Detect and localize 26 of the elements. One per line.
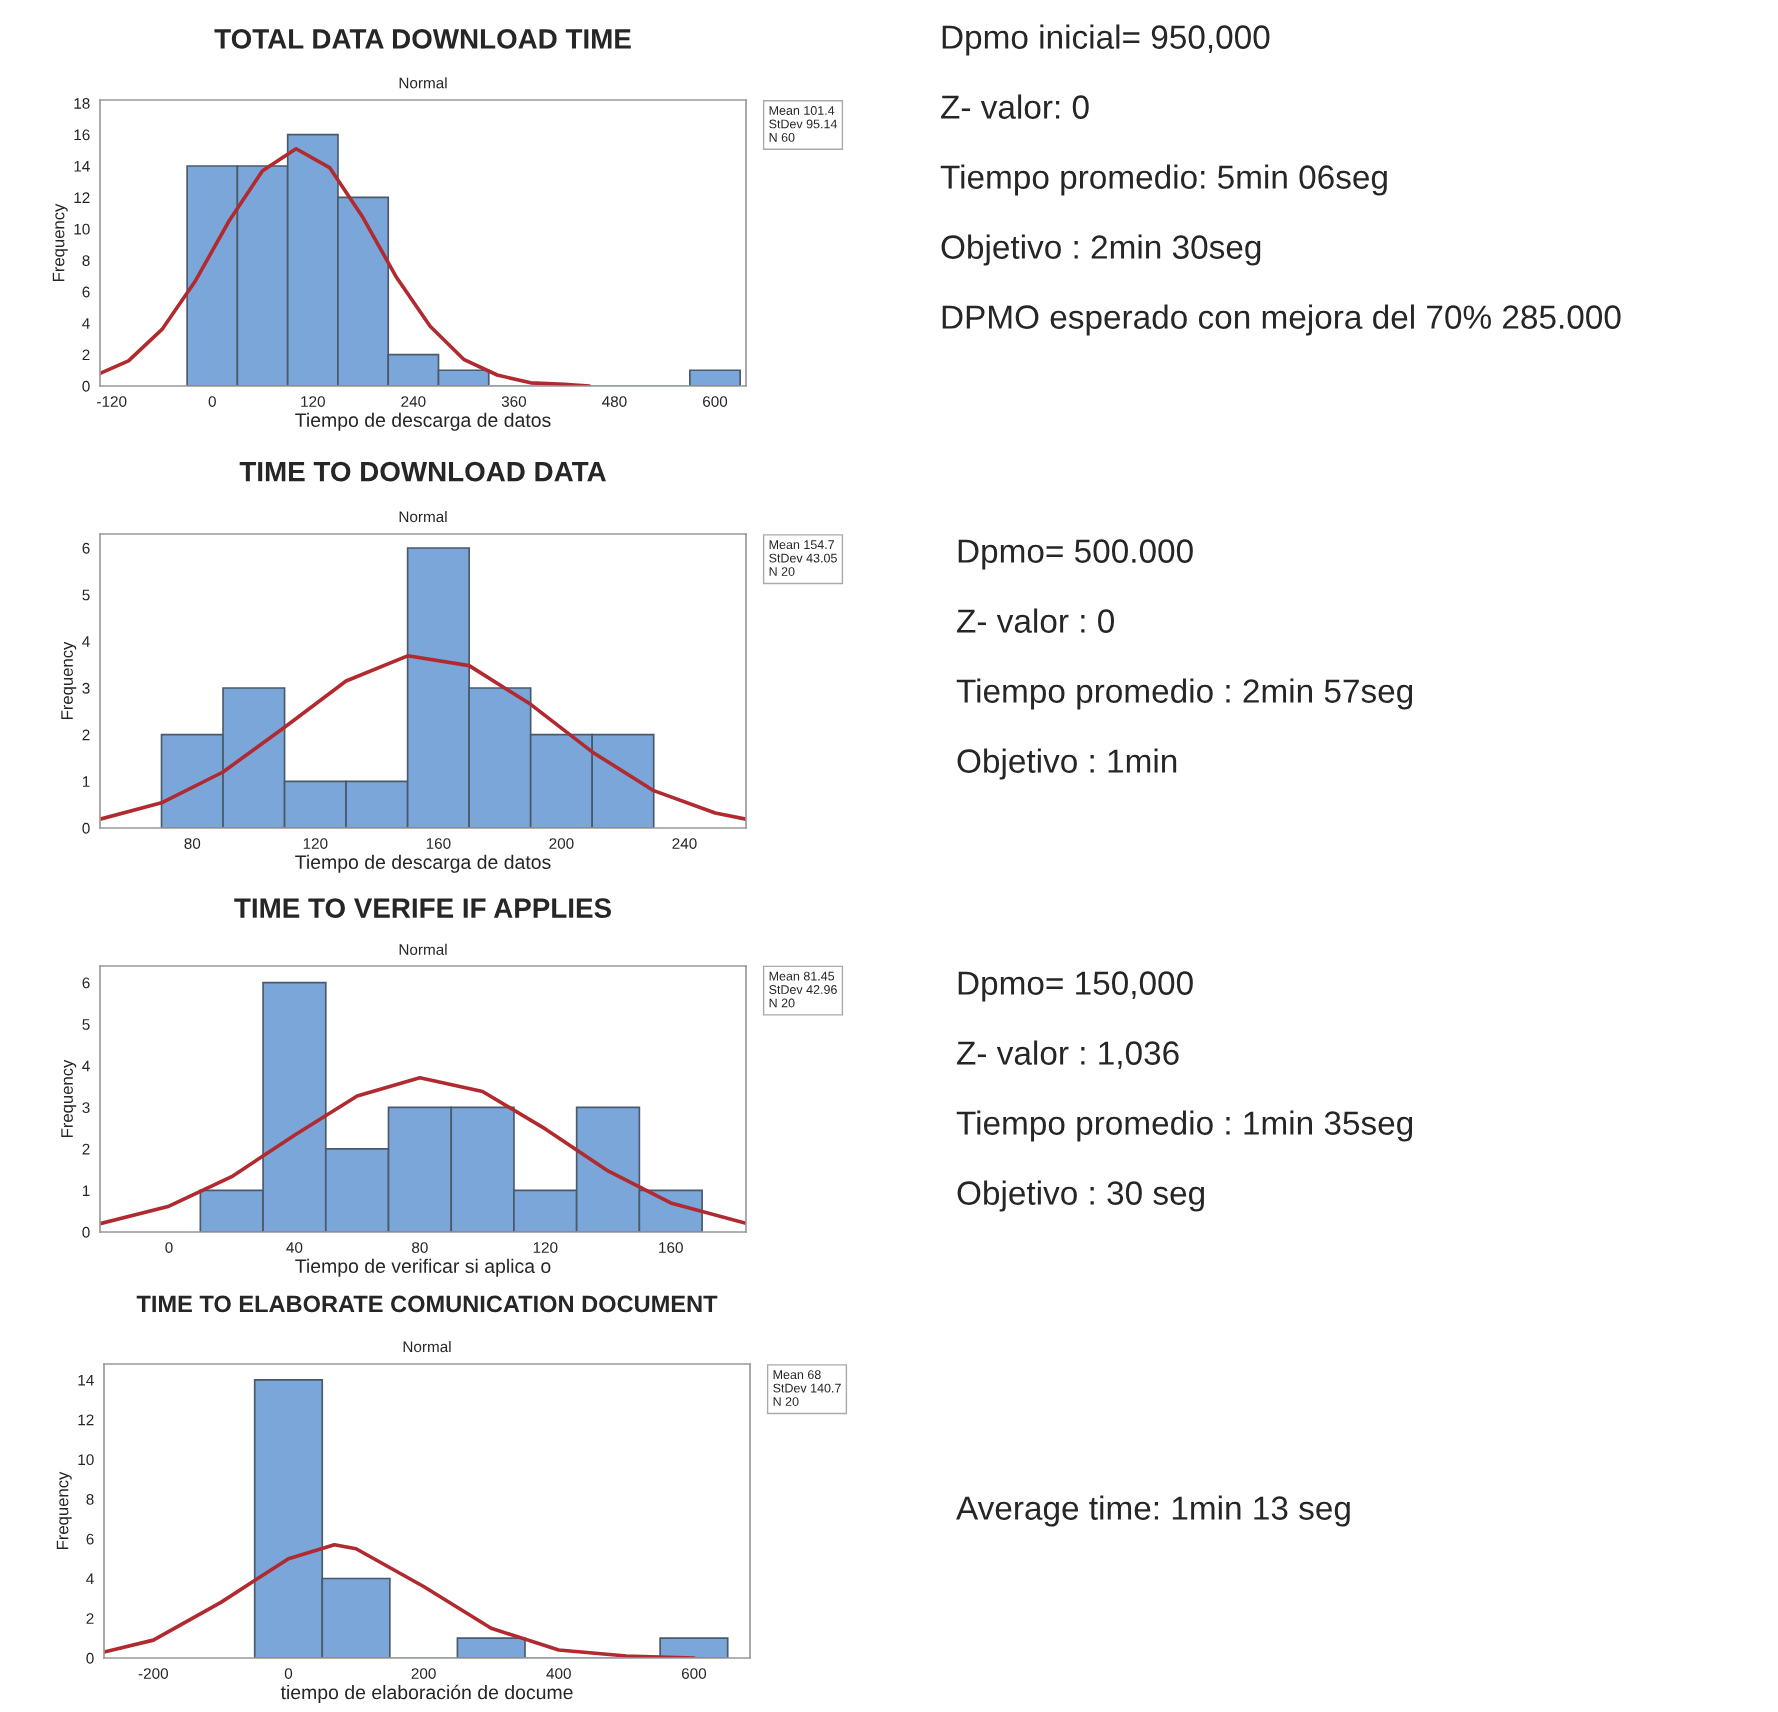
- chart-title: TOTAL DATA DOWNLOAD TIME: [214, 29, 631, 49]
- text: Average time: 1min 13 seg: [956, 1495, 1350, 1527]
- chart-title: TIME TO ELABORATE COMUNICATION DOCUMENT: [136, 1295, 718, 1313]
- y-axis-title: Frequency: [52, 203, 68, 281]
- text: Z- valor: 0: [941, 94, 1089, 119]
- text: Dpmo= 500.000: [958, 539, 1193, 570]
- x-axis-title: Tiempo de verificar si aplica o: [295, 1258, 551, 1277]
- x-axis-title: tiempo de elaboración de docume: [280, 1684, 573, 1704]
- text: Tiempo promedio: 5min 06seg: [940, 164, 1387, 196]
- x-axis-title: Tiempo de descarga de datos: [295, 412, 551, 431]
- text: Objetivo : 30 seg: [957, 1180, 1204, 1212]
- text: Objetivo : 1min: [957, 748, 1177, 780]
- y-axis-title: Frequency: [61, 641, 77, 719]
- text: Tiempo promedio : 2min 57seg: [956, 678, 1413, 710]
- y-axis-title: Frequency: [56, 1471, 72, 1549]
- text: Z- valor : 1,036: [957, 1040, 1179, 1069]
- text: Dpmo inicial= 950,000: [942, 24, 1270, 56]
- text: Dpmo= 150,000: [958, 971, 1193, 1002]
- text: Z- valor : 0: [957, 608, 1114, 633]
- text: DPMO esperado con mejora del 70% 285.000: [942, 304, 1621, 336]
- text: Objetivo : 2min 30seg: [941, 234, 1261, 266]
- x-axis-title: Tiempo de descarga de datos: [295, 854, 551, 873]
- chart-title: TIME TO VERIFE IF APPLIES: [234, 898, 611, 918]
- chart-title: TIME TO DOWNLOAD DATA: [239, 461, 606, 482]
- text: Tiempo promedio : 1min 35seg: [956, 1110, 1413, 1142]
- y-axis-title: Frequency: [61, 1059, 77, 1137]
